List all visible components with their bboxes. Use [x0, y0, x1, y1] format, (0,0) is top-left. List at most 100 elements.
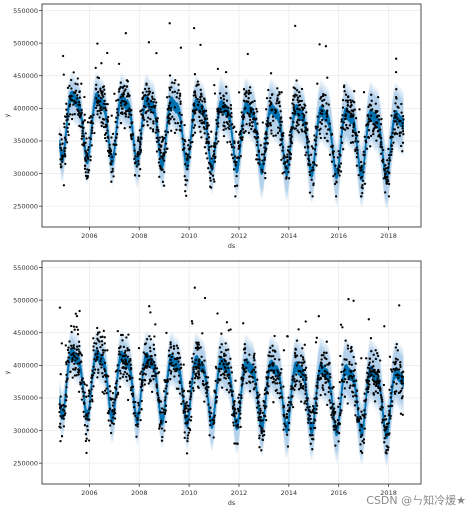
data-point	[360, 357, 363, 360]
data-point	[282, 132, 285, 135]
data-point	[76, 362, 79, 365]
data-point	[167, 116, 171, 120]
data-point	[198, 111, 201, 114]
data-point	[114, 120, 117, 124]
data-point	[309, 421, 313, 425]
data-point	[346, 101, 349, 104]
data-point	[93, 131, 96, 135]
data-point	[129, 359, 132, 362]
data-point	[247, 100, 250, 104]
data-point	[343, 395, 347, 398]
data-point	[278, 129, 281, 133]
data-point	[349, 369, 352, 372]
data-point	[305, 376, 308, 379]
data-point	[193, 91, 196, 94]
data-point	[387, 162, 390, 165]
data-point	[201, 332, 204, 335]
data-point	[81, 122, 85, 125]
data-point	[278, 381, 282, 385]
data-point	[179, 363, 183, 366]
data-point	[258, 393, 261, 396]
data-point	[241, 379, 245, 382]
data-point	[278, 392, 282, 395]
data-point	[260, 153, 264, 156]
data-point	[186, 410, 190, 413]
data-point	[65, 380, 68, 383]
data-point	[132, 400, 135, 404]
data-point	[102, 106, 105, 110]
data-point	[161, 135, 164, 139]
data-point	[203, 400, 206, 403]
data-point	[303, 103, 306, 106]
data-point	[237, 396, 240, 399]
data-point	[222, 128, 225, 132]
data-point	[365, 357, 368, 360]
x-tick-label: 2016	[330, 489, 347, 497]
data-point	[242, 113, 245, 116]
data-point	[149, 100, 153, 103]
data-point	[304, 126, 307, 129]
data-point	[360, 423, 363, 426]
data-point	[120, 111, 124, 114]
data-point	[68, 84, 71, 88]
data-point	[146, 120, 149, 123]
data-point	[189, 145, 192, 148]
data-point	[84, 174, 88, 178]
data-point	[342, 380, 346, 383]
data-point	[59, 143, 62, 146]
data-point	[193, 131, 197, 134]
data-point	[229, 140, 232, 143]
data-point	[225, 92, 228, 95]
data-point	[152, 120, 155, 123]
data-point	[224, 354, 227, 357]
data-point	[392, 367, 395, 371]
data-point	[67, 115, 70, 118]
data-point	[65, 102, 68, 105]
data-point	[198, 358, 201, 361]
data-point	[361, 183, 364, 187]
data-point	[159, 421, 163, 425]
data-point	[94, 87, 98, 90]
data-point	[286, 160, 289, 164]
data-point	[224, 103, 227, 107]
data-point	[326, 372, 329, 375]
data-point	[63, 405, 66, 408]
data-point	[260, 168, 263, 171]
data-point	[377, 375, 380, 378]
data-point	[365, 379, 368, 382]
data-point	[153, 335, 156, 338]
data-point	[377, 369, 380, 372]
data-point	[395, 57, 398, 60]
data-point	[401, 395, 404, 398]
data-point	[205, 127, 209, 130]
data-point	[146, 124, 149, 127]
data-point	[65, 395, 68, 398]
data-point	[374, 380, 377, 383]
data-point	[65, 141, 69, 144]
data-point	[89, 406, 92, 409]
data-point	[58, 410, 61, 414]
data-point	[188, 390, 191, 393]
data-point	[343, 387, 346, 390]
data-point	[115, 116, 118, 119]
data-point	[143, 87, 147, 91]
data-point	[397, 126, 400, 129]
data-point	[102, 85, 106, 88]
data-point	[226, 122, 230, 125]
data-point	[167, 114, 170, 117]
data-point	[393, 133, 396, 136]
data-point	[389, 396, 392, 399]
data-point	[300, 361, 303, 364]
data-point	[205, 388, 208, 391]
data-point	[101, 390, 104, 394]
data-point	[126, 398, 130, 402]
y-tick-label: 300000	[13, 170, 38, 178]
data-point	[306, 406, 309, 409]
data-point	[141, 116, 144, 120]
data-point	[308, 173, 312, 177]
data-point	[278, 358, 281, 361]
data-point	[89, 137, 93, 141]
data-point	[203, 100, 207, 103]
data-point	[386, 178, 389, 182]
data-point	[321, 99, 324, 103]
